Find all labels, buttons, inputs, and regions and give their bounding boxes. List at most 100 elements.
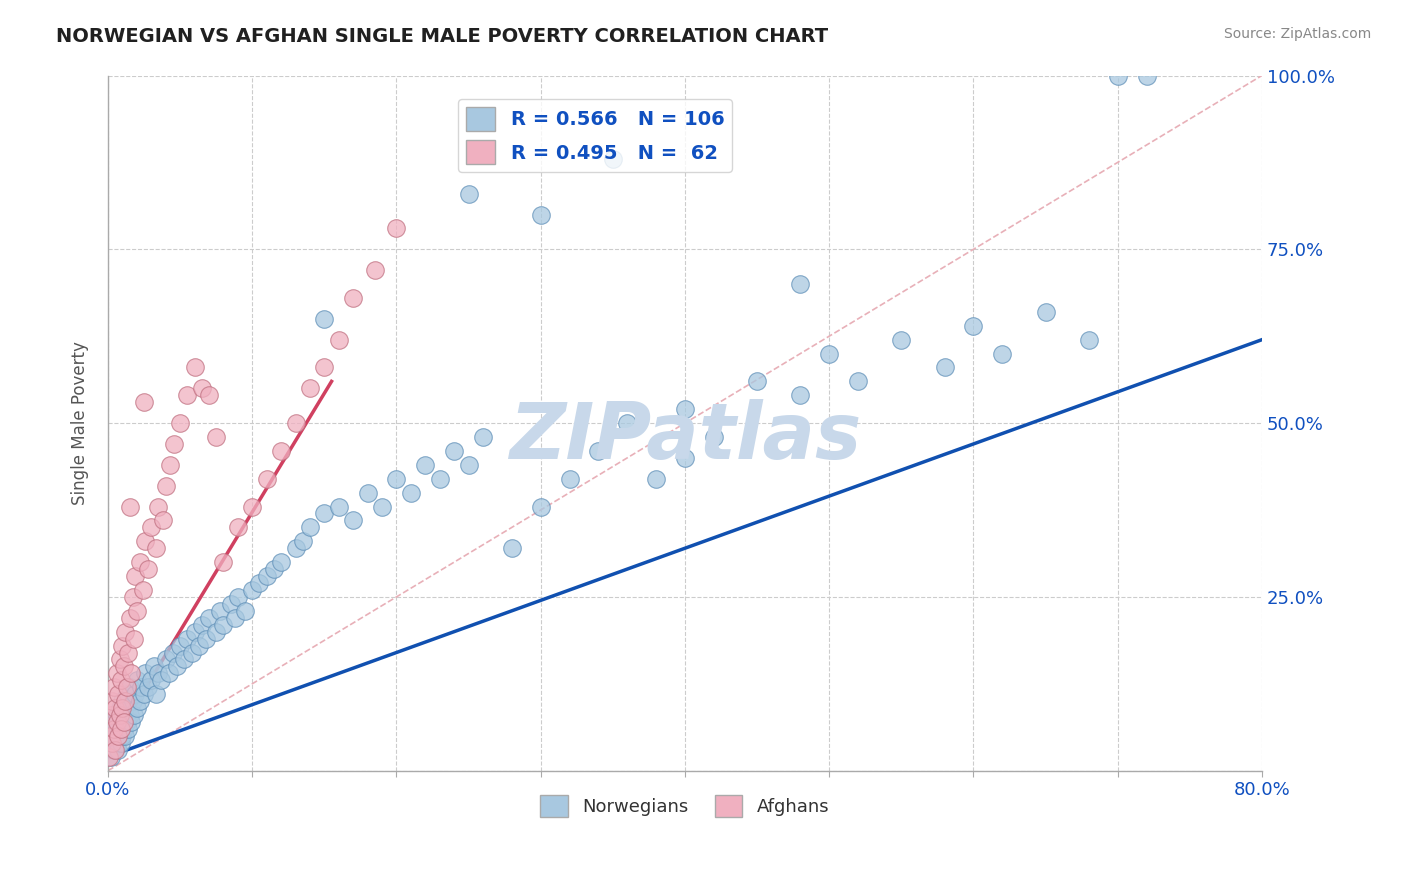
- Point: [176, 632, 198, 646]
- Point: [342, 291, 364, 305]
- Point: [108, 701, 131, 715]
- Point: [152, 513, 174, 527]
- Point: [114, 624, 136, 639]
- Point: [132, 687, 155, 701]
- Point: [209, 604, 232, 618]
- Point: [114, 701, 136, 715]
- Point: [141, 520, 163, 534]
- Point: [314, 507, 336, 521]
- Point: [114, 694, 136, 708]
- Text: Source: ZipAtlas.com: Source: ZipAtlas.com: [1223, 27, 1371, 41]
- Point: [111, 694, 134, 708]
- Point: [105, 666, 128, 681]
- Point: [328, 500, 350, 514]
- Point: [256, 472, 278, 486]
- Point: [240, 582, 263, 597]
- Point: [212, 555, 235, 569]
- Point: [162, 646, 184, 660]
- Point: [121, 590, 143, 604]
- Point: [991, 346, 1014, 360]
- Point: [150, 673, 173, 688]
- Point: [117, 722, 139, 736]
- Point: [112, 714, 135, 729]
- Point: [122, 632, 145, 646]
- Point: [190, 617, 212, 632]
- Point: [132, 395, 155, 409]
- Point: [125, 673, 148, 688]
- Point: [110, 722, 132, 736]
- Point: [131, 582, 153, 597]
- Point: [195, 632, 218, 646]
- Point: [103, 743, 125, 757]
- Point: [558, 472, 581, 486]
- Point: [104, 729, 127, 743]
- Point: [298, 381, 321, 395]
- Point: [818, 346, 841, 360]
- Point: [166, 659, 188, 673]
- Point: [120, 666, 142, 681]
- Point: [169, 639, 191, 653]
- Point: [291, 534, 314, 549]
- Point: [314, 311, 336, 326]
- Point: [270, 555, 292, 569]
- Point: [104, 714, 127, 729]
- Point: [110, 673, 132, 688]
- Point: [176, 388, 198, 402]
- Point: [1077, 333, 1099, 347]
- Point: [1135, 69, 1157, 83]
- Point: [472, 430, 495, 444]
- Point: [364, 263, 387, 277]
- Point: [530, 500, 553, 514]
- Point: [180, 646, 202, 660]
- Point: [399, 485, 422, 500]
- Point: [114, 729, 136, 743]
- Point: [602, 152, 624, 166]
- Point: [846, 375, 869, 389]
- Point: [890, 333, 912, 347]
- Point: [101, 736, 124, 750]
- Point: [128, 694, 150, 708]
- Point: [249, 576, 271, 591]
- Point: [138, 680, 160, 694]
- Point: [121, 694, 143, 708]
- Point: [226, 520, 249, 534]
- Point: [371, 500, 394, 514]
- Point: [104, 743, 127, 757]
- Point: [103, 680, 125, 694]
- Point: [263, 562, 285, 576]
- Point: [118, 611, 141, 625]
- Point: [100, 708, 122, 723]
- Point: [962, 318, 984, 333]
- Point: [183, 624, 205, 639]
- Point: [443, 444, 465, 458]
- Point: [105, 736, 128, 750]
- Point: [934, 360, 956, 375]
- Point: [457, 458, 479, 472]
- Point: [205, 430, 228, 444]
- Point: [98, 749, 121, 764]
- Point: [120, 714, 142, 729]
- Point: [385, 472, 408, 486]
- Point: [110, 714, 132, 729]
- Point: [155, 652, 177, 666]
- Point: [328, 333, 350, 347]
- Point: [256, 569, 278, 583]
- Point: [745, 375, 768, 389]
- Point: [645, 472, 668, 486]
- Point: [157, 666, 180, 681]
- Point: [233, 604, 256, 618]
- Point: [198, 611, 221, 625]
- Point: [124, 687, 146, 701]
- Point: [141, 673, 163, 688]
- Point: [115, 687, 138, 701]
- Point: [107, 687, 129, 701]
- Point: [118, 680, 141, 694]
- Point: [314, 360, 336, 375]
- Point: [128, 555, 150, 569]
- Point: [112, 708, 135, 723]
- Point: [115, 714, 138, 729]
- Point: [103, 722, 125, 736]
- Point: [173, 652, 195, 666]
- Point: [107, 722, 129, 736]
- Point: [124, 569, 146, 583]
